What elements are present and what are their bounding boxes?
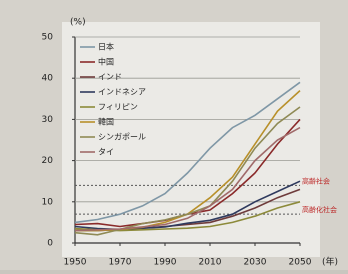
legend-label: フィリピン [98,103,138,112]
y-tick-label: 0 [47,239,53,249]
legend-label: 中国 [98,57,114,67]
y-tick-label: 20 [42,156,54,166]
y-tick-label: 50 [42,33,54,43]
legend-label: シンガポール [98,132,146,142]
x-tick-label: 1990 [154,258,177,268]
y-tick-label: 10 [42,197,54,207]
x-tick-label: 2030 [244,258,267,268]
legend-label: 日本 [98,42,114,52]
reference-label: 高齢化社会 [302,205,337,214]
x-tick-label: 2010 [199,258,222,268]
chart: (%) (年) 01020304050195019701990201020302… [0,0,348,270]
x-tick-label: 1950 [64,258,87,268]
x-tick-label: 1970 [109,258,132,268]
legend-label: 韓国 [98,117,114,127]
y-axis-label: (%) [70,18,86,28]
reference-label: 高齢社会 [302,176,330,185]
x-axis-label: (年) [322,256,338,268]
legend-label: インド [98,73,122,82]
legend-label: タイ [98,148,114,157]
legend-label: インドネシア [98,88,146,97]
y-tick-label: 30 [42,115,54,125]
x-tick-label: 2050 [289,258,312,268]
y-tick-label: 40 [42,74,54,84]
